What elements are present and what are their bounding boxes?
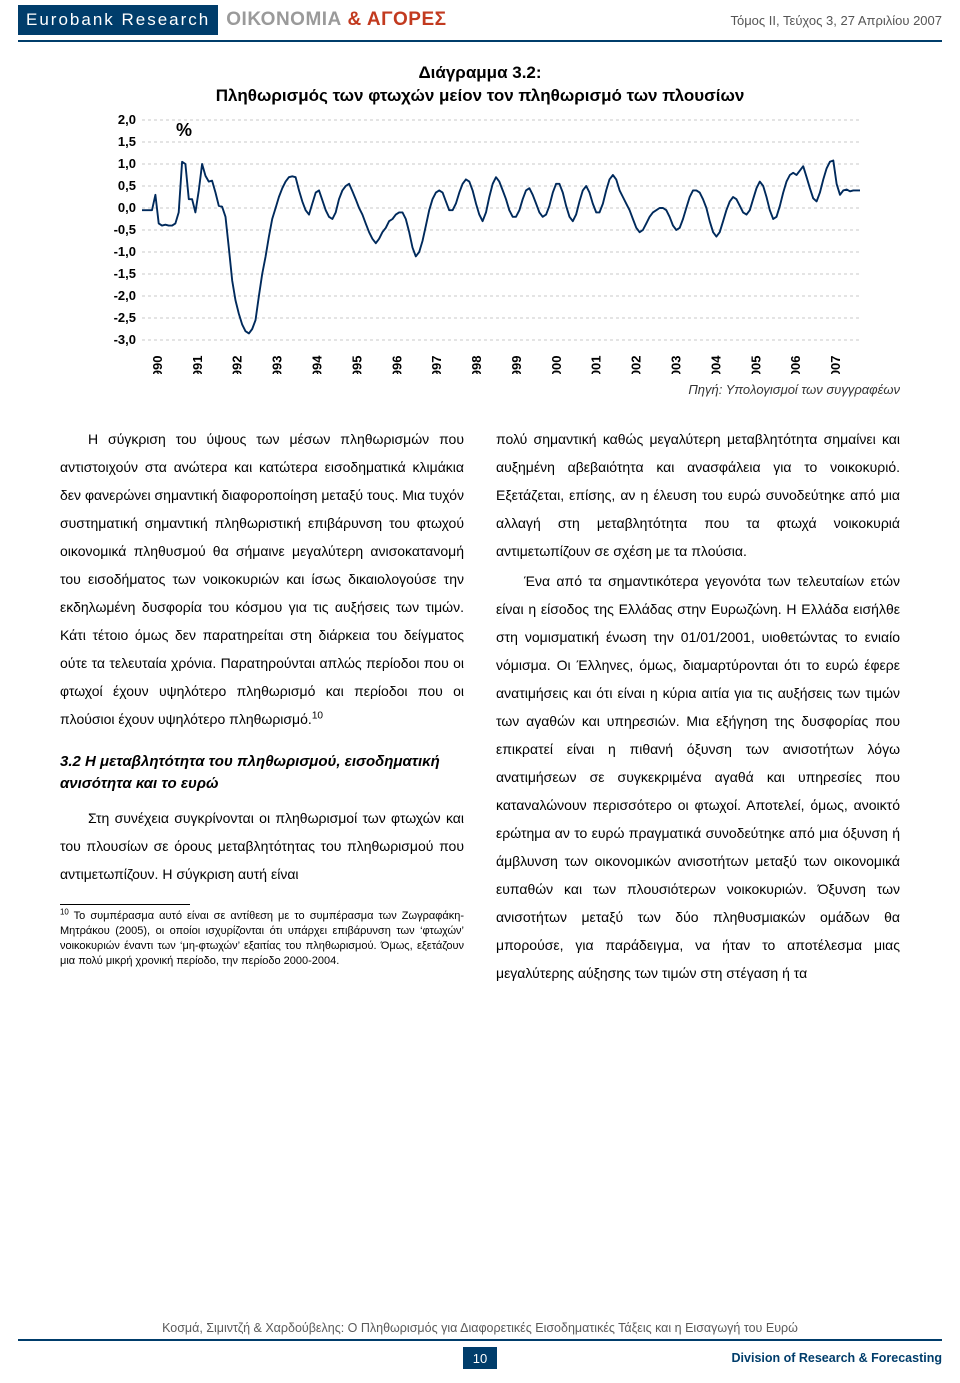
footer-division: Division of Research & Forecasting [722, 1351, 942, 1365]
svg-text:2000: 2000 [549, 355, 564, 373]
svg-text:2007: 2007 [828, 355, 843, 373]
footnote-text: Το συμπέρασμα αυτό είναι σε αντίθεση με … [60, 910, 464, 967]
svg-text:2,0: 2,0 [118, 114, 136, 127]
svg-text:1994: 1994 [310, 355, 325, 374]
svg-text:2003: 2003 [669, 355, 684, 373]
page-footer: Κοσμά, Σιμιντζή & Χαρδούβελης: Ο Πληθωρι… [0, 1315, 960, 1369]
svg-text:1997: 1997 [429, 355, 444, 373]
title-part1: ΟΙΚΟΝΟΜΙΑ [226, 9, 342, 30]
svg-text:-1,5: -1,5 [114, 266, 136, 281]
publication-title: ΟΙΚΟΝΟΜΙΑ & ΑΓΟΡΕΣ [226, 9, 446, 31]
section-heading-3-2: 3.2 Η μεταβλητότητα του πληθωρισμού, εισ… [60, 751, 464, 795]
chart-source: Πηγή: Υπολογισμοί των συγγραφέων [0, 382, 900, 397]
svg-text:-2,0: -2,0 [114, 288, 136, 303]
footer-authors: Κοσμά, Σιμιντζή & Χαρδούβελης: Ο Πληθωρι… [0, 1315, 960, 1339]
svg-text:1992: 1992 [230, 355, 245, 373]
body-columns: Η σύγκριση του ύψους των μέσων πληθωρισμ… [60, 425, 900, 989]
svg-text:2001: 2001 [589, 355, 604, 373]
left-column: Η σύγκριση του ύψους των μέσων πληθωρισμ… [60, 425, 464, 989]
chart-block: Διάγραμμα 3.2: Πληθωρισμός των φτωχών με… [60, 62, 900, 374]
right-para-1: πολύ σημαντική καθώς μεγαλύτερη μεταβλητ… [496, 425, 900, 565]
svg-text:1991: 1991 [190, 355, 205, 373]
right-para-2: Ένα από τα σημαντικότερα γεγονότα των τε… [496, 567, 900, 987]
svg-text:1,0: 1,0 [118, 156, 136, 171]
title-part2: ΑΓΟΡΕΣ [367, 9, 447, 30]
chart-svg: 2,0 1,5 1,0 0,5 0,0 -0,5 -1,0 -1,5 -2,0 -2,5 -3,0 1… [90, 114, 870, 374]
footer-rule [18, 1339, 942, 1341]
title-amp: & [342, 9, 367, 30]
footnote-ref-10: 10 [312, 710, 323, 721]
svg-text:2002: 2002 [629, 355, 644, 373]
chart-title-line2: Πληθωρισμός των φτωχών μείον τον πληθωρι… [216, 86, 745, 105]
page-number: 10 [463, 1347, 497, 1369]
page-header: Eurobank Research ΟΙΚΟΝΟΜΙΑ & ΑΓΟΡΕΣ Τόμ… [18, 0, 942, 42]
svg-text:2006: 2006 [788, 355, 803, 373]
chart-title-line1: Διάγραμμα 3.2: [418, 63, 541, 82]
svg-text:1998: 1998 [469, 355, 484, 373]
svg-text:%: % [176, 120, 192, 140]
footer-bottom: 10 Division of Research & Forecasting [18, 1347, 942, 1369]
svg-text:-2,5: -2,5 [114, 310, 136, 325]
svg-text:1996: 1996 [389, 355, 404, 373]
brand-badge: Eurobank Research [18, 5, 218, 35]
svg-text:2005: 2005 [748, 355, 763, 373]
svg-text:0,0: 0,0 [118, 200, 136, 215]
footnote-number: 10 [60, 908, 69, 917]
chart-area: 2,0 1,5 1,0 0,5 0,0 -0,5 -1,0 -1,5 -2,0 -2,5 -3,0 1… [90, 114, 870, 374]
footnote-separator [60, 904, 190, 905]
header-left: Eurobank Research ΟΙΚΟΝΟΜΙΑ & ΑΓΟΡΕΣ [18, 5, 447, 35]
left-para-2: Στη συνέχεια συγκρίνονται οι πληθωρισμοί… [60, 804, 464, 888]
svg-text:0,5: 0,5 [118, 178, 136, 193]
left-para-1: Η σύγκριση του ύψους των μέσων πληθωρισμ… [60, 425, 464, 733]
svg-text:1990: 1990 [150, 355, 165, 373]
right-column: πολύ σημαντική καθώς μεγαλύτερη μεταβλητ… [496, 425, 900, 989]
svg-text:1999: 1999 [509, 355, 524, 373]
footnote-10: 10 Το συμπέρασμα αυτό είναι σε αντίθεση … [60, 909, 464, 968]
svg-text:1993: 1993 [270, 355, 285, 373]
left-p1-text: Η σύγκριση του ύψους των μέσων πληθωρισμ… [60, 431, 464, 727]
svg-text:1,5: 1,5 [118, 134, 136, 149]
chart-title: Διάγραμμα 3.2: Πληθωρισμός των φτωχών με… [60, 62, 900, 108]
svg-text:-3,0: -3,0 [114, 332, 136, 347]
svg-text:2004: 2004 [708, 355, 723, 374]
svg-text:1995: 1995 [349, 355, 364, 373]
svg-text:-1,0: -1,0 [114, 244, 136, 259]
issue-info: Τόμος ΙΙ, Τεύχος 3, 27 Απριλίου 2007 [730, 13, 942, 28]
svg-text:-0,5: -0,5 [114, 222, 136, 237]
